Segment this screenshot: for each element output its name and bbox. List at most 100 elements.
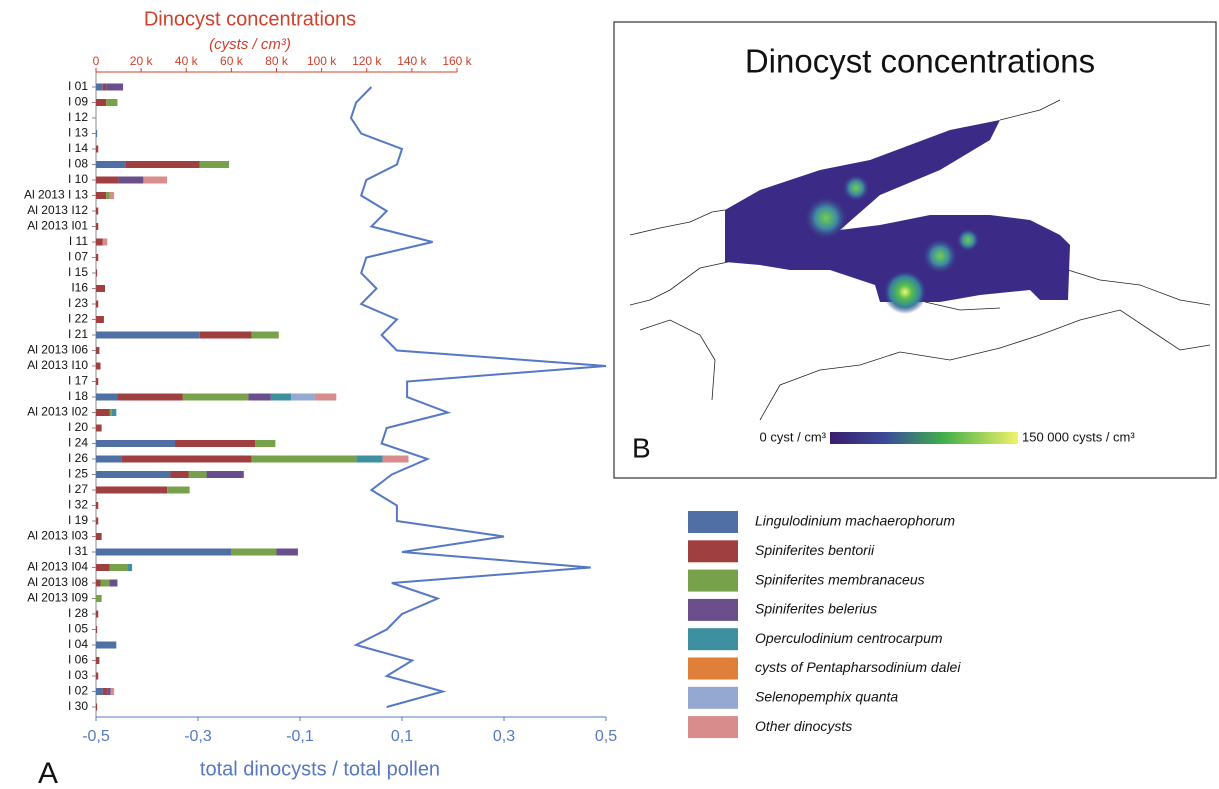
bar-segment [96, 455, 122, 463]
y-tick-label: Al 2013 I03 [27, 529, 88, 543]
y-tick-label: I 13 [68, 126, 88, 140]
bar-segment [248, 393, 271, 401]
bar-segment [106, 192, 110, 199]
bar-segment [111, 409, 117, 416]
bar-segment [96, 471, 171, 478]
bar-segment [96, 223, 99, 230]
legend-swatch [688, 657, 738, 680]
sea-area [725, 120, 1070, 302]
bar-segment [96, 533, 102, 540]
bar-segment [110, 688, 115, 695]
bar-segment [102, 238, 108, 246]
bar-segment [199, 331, 252, 339]
legend-label: Lingulodinium machaerophorum [755, 513, 955, 529]
y-tick-label: I 05 [68, 622, 88, 636]
y-tick-label: I 09 [68, 95, 88, 109]
y-tick-label: I 18 [68, 389, 88, 403]
legend-swatch [688, 628, 738, 651]
y-tick-label: I 24 [68, 436, 88, 450]
y-tick-label: I 21 [68, 327, 88, 341]
bar-segment [125, 161, 200, 168]
x2-tick-label: -0,1 [286, 728, 314, 745]
bar-segment [96, 641, 117, 649]
y-tick-label: Al 2013 I 13 [24, 188, 88, 202]
x-tick-label: 140 k [397, 54, 427, 68]
bar-segment [96, 316, 104, 323]
bar-segment [96, 207, 99, 215]
bar-segment [96, 393, 118, 401]
map-panel: Dinocyst concentrations B 0 cyst / cm³ 1… [613, 21, 1217, 479]
bar-segment [96, 192, 107, 199]
bar-segment [109, 564, 128, 571]
y-tick-label: Al 2013 I01 [27, 219, 88, 233]
concentration-spot [922, 238, 958, 274]
bar-segment [96, 672, 99, 680]
bar-segment [96, 130, 98, 137]
bar-segment [356, 455, 383, 463]
colorbar-min-label: 0 cyst / cm³ [760, 429, 827, 444]
legend-label: Other dinocysts [755, 718, 852, 734]
y-tick-label: I 27 [68, 482, 88, 496]
y-tick-label: Al 2013 I06 [27, 343, 88, 357]
bar-segment [102, 83, 107, 91]
x-tick-label: 100 k [307, 54, 337, 68]
bar-segment [106, 99, 118, 106]
y-tick-label: I 06 [68, 653, 88, 667]
y-tick-label: I 07 [68, 250, 88, 264]
bar-segment [174, 440, 256, 447]
y-tick-label: I 15 [68, 265, 88, 279]
bar-segment [188, 471, 207, 478]
y-tick-label: I 23 [68, 296, 88, 310]
bar-segment [109, 192, 115, 199]
legend-swatch [688, 598, 738, 621]
bar-segment [96, 703, 98, 711]
bar-segment [96, 564, 110, 571]
legend-label: cysts of Pentapharsodinium dalei [755, 659, 961, 675]
bar-segment [127, 564, 133, 571]
y-tick-label: I 11 [69, 234, 88, 248]
y-tick-label: I 22 [68, 312, 88, 326]
colorbar-max-label: 150 000 cysts / cm³ [1022, 429, 1135, 444]
bar-segment [170, 471, 189, 478]
chart-title: Dinocyst concentrations [144, 8, 356, 30]
bar-segment [96, 300, 99, 308]
concentration-spot [956, 228, 980, 252]
y-tick-label: Al 2013 I12 [27, 203, 88, 217]
y-tick-label: I 02 [68, 684, 88, 698]
bar-segment [206, 471, 244, 478]
bar-segment [96, 595, 102, 602]
bar-segment [96, 83, 103, 91]
bar-segment [96, 486, 168, 494]
bar-segment [96, 409, 110, 416]
bar-segment [96, 517, 99, 525]
y-tick-label: Al 2013 I09 [27, 591, 88, 605]
bar-segment [96, 99, 107, 106]
bar-segment [382, 455, 409, 463]
bar-segment [96, 688, 103, 695]
bar-segment [96, 238, 103, 246]
y-tick-label: Al 2013 I04 [27, 560, 88, 574]
x2-tick-label: 0,1 [391, 728, 413, 745]
bar-segment [96, 347, 100, 354]
coastline [629, 99, 1211, 421]
y-tick-label: I 19 [68, 513, 88, 527]
legend-swatch [688, 540, 738, 563]
legend-label: Spiniferites belerius [755, 601, 877, 617]
legend-label: Selenopemphix quanta [755, 689, 898, 705]
bar-segment [96, 331, 200, 339]
bar-segment [251, 331, 279, 339]
bar-segment [199, 161, 230, 168]
x-tick-label: 120 k [352, 54, 382, 68]
chart-subtitle: (cysts / cm³) [209, 36, 291, 53]
panel-label: A [38, 757, 58, 789]
y-tick-label: I 12 [68, 110, 88, 124]
x2-tick-label: -0,3 [184, 728, 212, 745]
y-tick-label: I 25 [68, 467, 88, 481]
bar-segment [96, 269, 98, 277]
x2-tick-label: 0,5 [595, 728, 617, 745]
bar-segment [96, 378, 99, 385]
bar-segment [96, 440, 175, 447]
concentration-spot [842, 174, 870, 202]
bar-segment [251, 455, 357, 463]
